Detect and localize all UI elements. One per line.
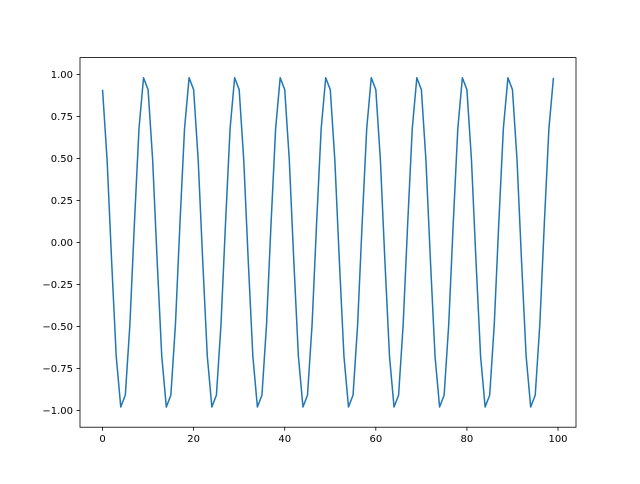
y-tick-label: 0.00 (51, 238, 73, 249)
y-tick-label: 0.50 (51, 154, 73, 165)
y-tick-label: 0.75 (51, 112, 73, 123)
y-tick-label: 1.00 (51, 70, 73, 81)
x-tick-label: 60 (369, 434, 382, 445)
y-tick-label: −0.75 (42, 364, 73, 375)
x-tick-label: 100 (548, 434, 567, 445)
x-tick-label: 80 (461, 434, 474, 445)
y-tick-label: −0.50 (42, 322, 73, 333)
series-line (101, 77, 555, 408)
x-tick-label: 20 (187, 434, 200, 445)
x-tick-label: 0 (99, 434, 105, 445)
axis-ticks: 0 20 40 60 80 100 −1.00 −0.75 −0.50 −0.25 0.00 0.25… (42, 70, 567, 445)
y-tick-label: −0.25 (42, 280, 73, 291)
y-tick-label: 0.25 (51, 196, 73, 207)
x-tick-label: 40 (278, 434, 291, 445)
plot-frame (79, 57, 577, 428)
y-tick-label: −1.00 (42, 406, 73, 417)
